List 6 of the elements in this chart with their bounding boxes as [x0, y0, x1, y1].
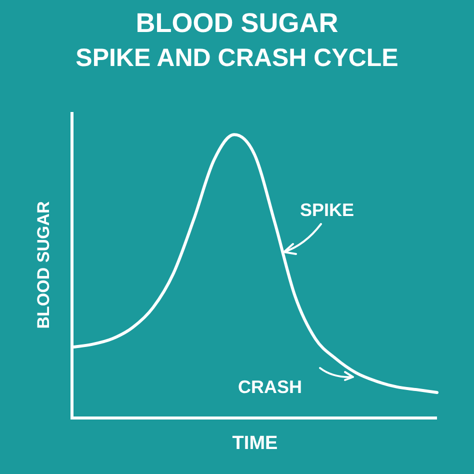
chart-subtitle: SPIKE AND CRASH CYCLE [76, 44, 398, 73]
y-axis-title: BLOOD SUGAR [34, 201, 54, 329]
chart-title: BLOOD SUGAR [136, 8, 338, 39]
annotation: SPIKE [300, 200, 354, 221]
x-axis-title: TIME [232, 433, 278, 455]
annotation: CRASH [238, 377, 302, 398]
